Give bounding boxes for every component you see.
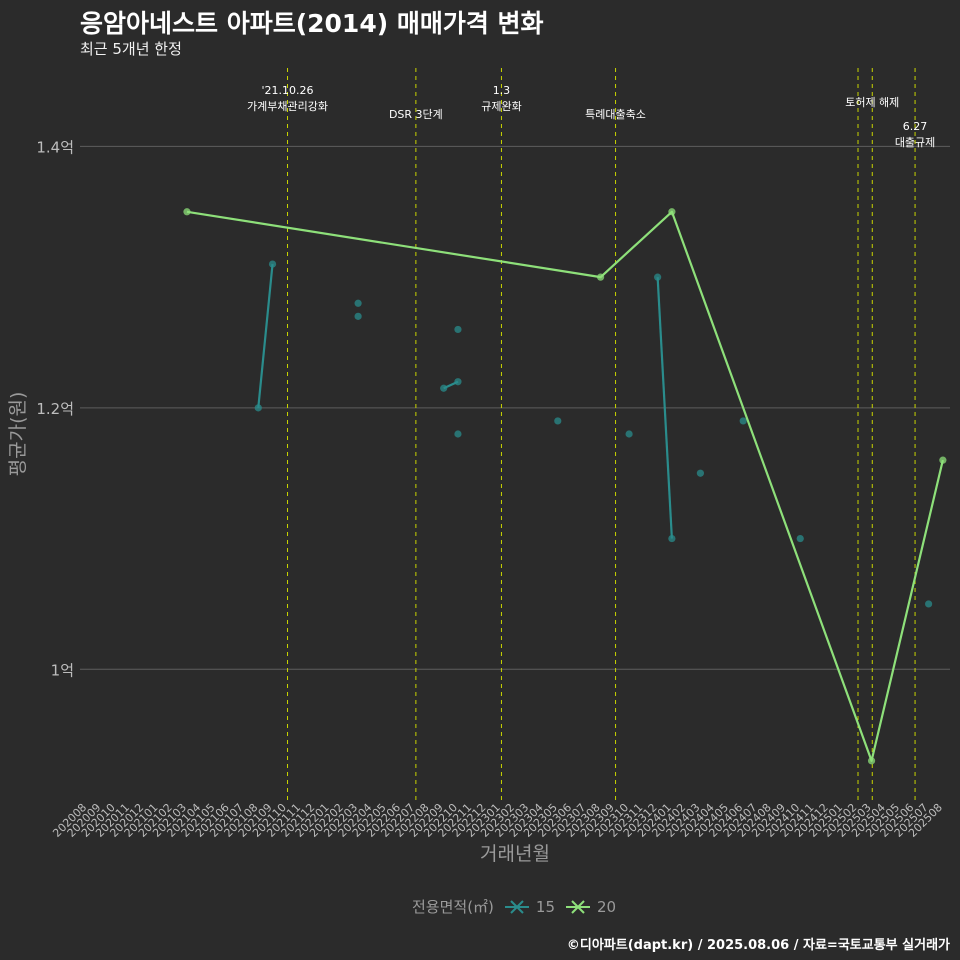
series-15-point — [796, 534, 804, 543]
legend: 전용면적(㎡) 15 20 — [412, 896, 616, 917]
series-15-point — [668, 534, 676, 543]
series-15-point — [440, 384, 448, 392]
series-15-point — [554, 417, 562, 425]
event-label: 가계부채관리강화 — [247, 100, 328, 113]
series-20-point — [183, 208, 191, 216]
series-15-point — [654, 273, 662, 281]
event-label: '21.10.26 — [262, 84, 314, 97]
series-15-point — [739, 417, 747, 425]
series-15-line — [257, 263, 274, 408]
series-20-point — [939, 456, 947, 464]
series-15-point — [454, 325, 462, 334]
series-15-point — [254, 404, 262, 412]
series-15-point — [268, 260, 277, 268]
series-20-point — [867, 757, 876, 765]
series-15-point — [696, 469, 705, 477]
x-axis-title: 거래년월 — [480, 843, 550, 865]
series-15-point — [354, 299, 362, 307]
event-label: 토허제 해제 — [845, 95, 899, 109]
event-label: 6.27 — [903, 120, 928, 133]
chart-title: 응암아네스트 아파트(2014) 매매가격 변화 — [80, 9, 544, 38]
event-label: 대출규제 — [895, 136, 935, 149]
legend-label-20: 20 — [597, 897, 617, 916]
series-15-point — [625, 430, 633, 438]
event-label: 규제완화 — [481, 100, 521, 113]
series-20-point — [596, 273, 605, 281]
event-label: DSR 3단계 — [389, 108, 443, 121]
source-caption: ©디아파트(dapt.kr) / 2025.08.06 / 자료=국토교통부 실… — [566, 938, 950, 953]
series-15-point — [354, 312, 362, 320]
series-15-line — [656, 277, 673, 539]
event-label: 1.3 — [493, 84, 511, 97]
series-15-point — [454, 430, 462, 438]
legend-label-15: 15 — [535, 897, 555, 916]
series-20-point — [668, 208, 676, 216]
series-20-line — [186, 210, 944, 762]
y-tick-label: 1억 — [51, 661, 74, 679]
legend-title: 전용면적(㎡) — [412, 898, 494, 916]
y-tick-label: 1.2억 — [36, 400, 74, 418]
series-15-point — [925, 600, 933, 608]
legend-item-20: 20 — [565, 898, 616, 916]
legend-symbol-15-icon — [504, 899, 529, 914]
y-axis-title: 평균가(원) — [7, 392, 29, 477]
legend-item-15: 15 — [504, 898, 555, 916]
event-label: 특례대출축소 — [585, 108, 646, 121]
y-tick-label: 1.4억 — [36, 138, 74, 156]
chart-subtitle: 최근 5개년 한정 — [80, 40, 182, 58]
legend-symbol-20-icon — [566, 899, 590, 914]
series-15-point — [454, 378, 462, 386]
